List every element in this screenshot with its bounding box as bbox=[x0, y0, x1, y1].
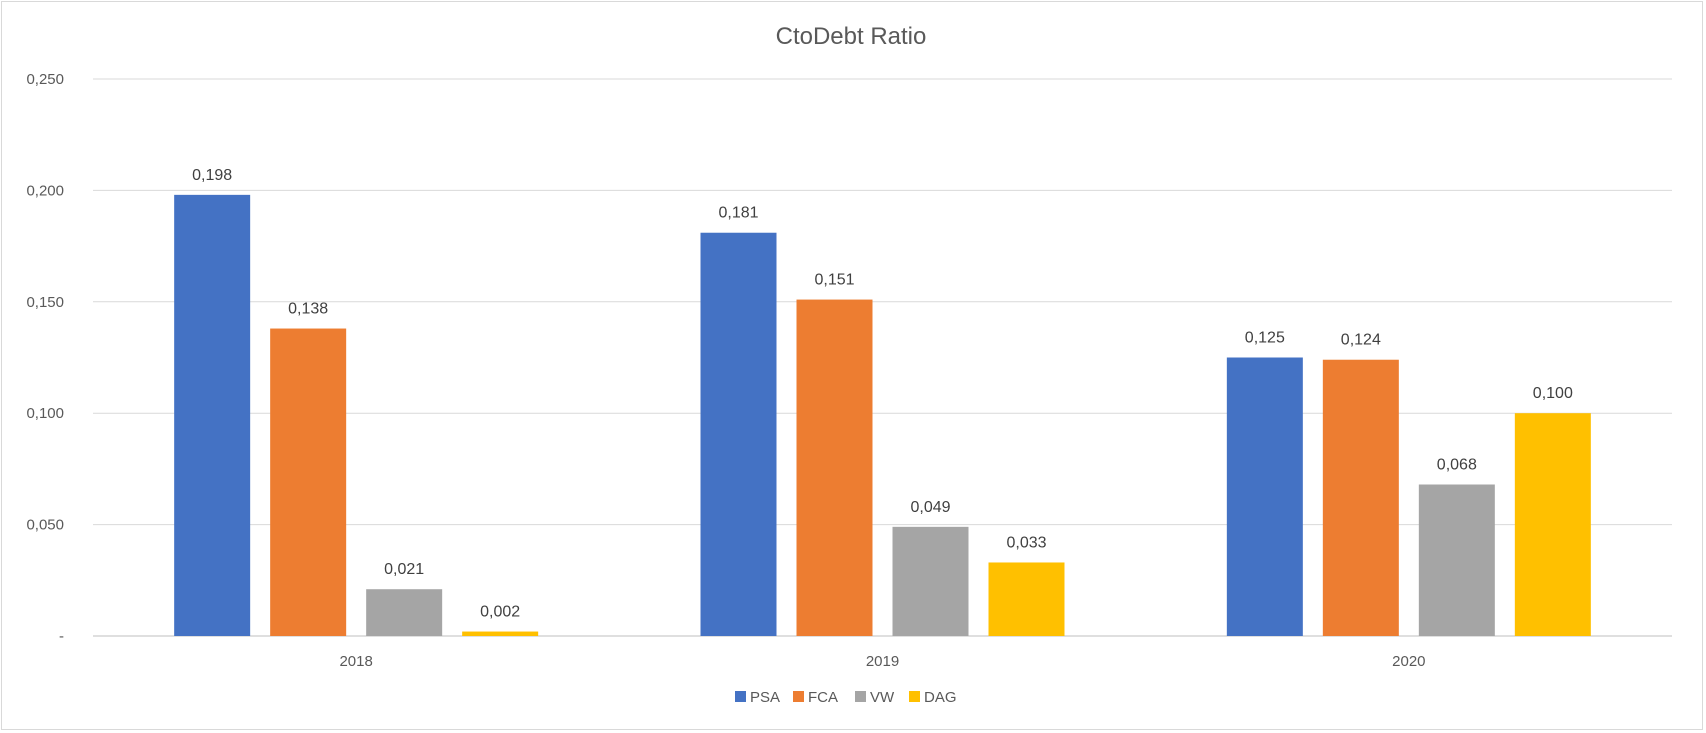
y-tick-label: 0,050 bbox=[26, 517, 64, 534]
data-label-dag-2018: 0,002 bbox=[480, 604, 520, 621]
y-tick-label: 0,100 bbox=[26, 405, 64, 422]
legend-label-psa: PSA bbox=[750, 689, 780, 706]
y-tick-label: 0,250 bbox=[26, 71, 64, 88]
legend-label-dag: DAG bbox=[924, 689, 957, 706]
legend-swatch-psa bbox=[735, 691, 746, 702]
data-label-dag-2019: 0,033 bbox=[1006, 534, 1046, 551]
bar-vw-2018 bbox=[366, 589, 443, 636]
data-label-vw-2018: 0,021 bbox=[384, 561, 424, 578]
bar-psa-2020 bbox=[1226, 357, 1303, 636]
y-tick-label: - bbox=[59, 628, 64, 645]
x-tick-label: 2018 bbox=[339, 653, 372, 670]
bar-psa-2019 bbox=[700, 232, 777, 636]
bar-vw-2019 bbox=[892, 526, 969, 636]
bars bbox=[174, 194, 1591, 636]
legend-swatch-dag bbox=[909, 691, 920, 702]
data-label-vw-2019: 0,049 bbox=[910, 499, 950, 516]
bar-dag-2018 bbox=[462, 631, 539, 636]
data-label-dag-2020: 0,100 bbox=[1533, 385, 1573, 402]
legend-label-fca: FCA bbox=[808, 689, 838, 706]
data-label-fca-2019: 0,151 bbox=[814, 272, 854, 289]
legend: PSA FCA VW DAG bbox=[735, 689, 957, 706]
bar-fca-2019 bbox=[796, 299, 873, 636]
bar-dag-2019 bbox=[988, 562, 1065, 636]
x-tick-label: 2020 bbox=[1392, 653, 1425, 670]
bar-dag-2020 bbox=[1514, 413, 1591, 636]
data-label-psa-2018: 0,198 bbox=[192, 167, 232, 184]
x-tick-label: 2019 bbox=[866, 653, 899, 670]
x-axis-ticks: 2018 2019 2020 bbox=[339, 653, 1425, 670]
bar-psa-2018 bbox=[174, 194, 251, 636]
bar-fca-2020 bbox=[1322, 359, 1399, 636]
data-label-vw-2020: 0,068 bbox=[1437, 456, 1477, 473]
y-tick-label: 0,150 bbox=[26, 294, 64, 311]
gridlines bbox=[93, 78, 1672, 637]
bar-fca-2018 bbox=[270, 328, 347, 636]
y-axis-ticks: - 0,050 0,100 0,150 0,200 0,250 bbox=[26, 71, 64, 645]
data-label-fca-2018: 0,138 bbox=[288, 301, 328, 318]
data-label-psa-2019: 0,181 bbox=[718, 205, 758, 222]
legend-swatch-fca bbox=[793, 691, 804, 702]
bar-vw-2020 bbox=[1418, 484, 1495, 636]
data-label-psa-2020: 0,125 bbox=[1245, 330, 1285, 347]
chart-title: CtoDebt Ratio bbox=[776, 23, 927, 50]
data-labels: 0,198 0,138 0,021 0,002 0,181 0,151 0,049 0,033… bbox=[192, 167, 1573, 621]
legend-label-vw: VW bbox=[870, 689, 895, 706]
data-label-fca-2020: 0,124 bbox=[1341, 332, 1381, 349]
legend-swatch-vw bbox=[855, 691, 866, 702]
y-tick-label: 0,200 bbox=[26, 182, 64, 199]
